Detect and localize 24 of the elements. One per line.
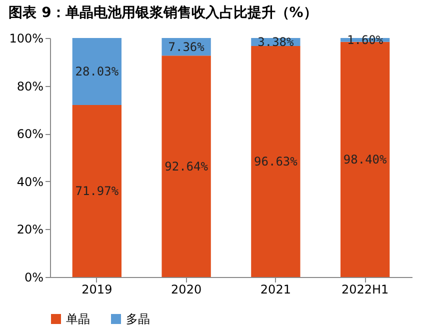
- chart-title: 图表 9：单晶电池用银浆销售收入占比提升（%）: [8, 4, 318, 21]
- data-label: 71.97%: [75, 184, 120, 198]
- data-label: 7.36%: [168, 40, 206, 54]
- y-tick-label: 0%: [24, 270, 44, 284]
- y-tick-label: 100%: [9, 32, 44, 46]
- data-label: 28.03%: [75, 64, 120, 78]
- bar: [251, 46, 300, 277]
- data-label: 98.40%: [343, 152, 388, 166]
- bar: [72, 38, 122, 105]
- legend-label: 多晶: [126, 312, 150, 326]
- y-tick-label: 40%: [16, 174, 44, 189]
- x-tick-label: 2019: [82, 282, 112, 296]
- data-label: 92.64%: [164, 159, 209, 174]
- bar: [72, 104, 122, 277]
- y-tick-label: 80%: [16, 79, 44, 94]
- bar: [162, 56, 211, 277]
- y-tick-label: 60%: [16, 127, 44, 142]
- data-label: 3.38%: [258, 35, 295, 50]
- x-tick-label: 2022H1: [341, 282, 389, 296]
- data-label: 96.63%: [254, 154, 298, 169]
- x-tick-label: 2021: [260, 282, 291, 296]
- y-tick-label: 20%: [16, 222, 44, 237]
- x-tick-label: 2020: [171, 282, 202, 296]
- legend-label: 单晶: [66, 312, 90, 326]
